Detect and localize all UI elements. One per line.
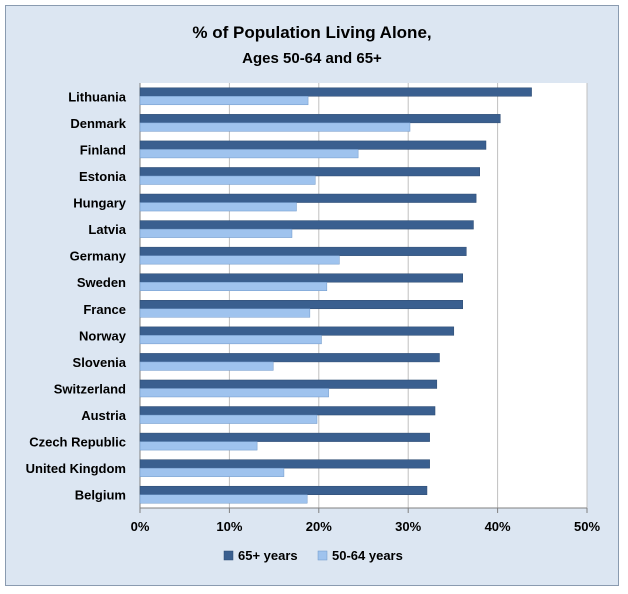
bar bbox=[139, 335, 322, 345]
bar bbox=[139, 414, 318, 424]
legend-label: 65+ years bbox=[238, 548, 298, 563]
category-label: Latvia bbox=[88, 222, 126, 237]
x-tick-label: 40% bbox=[485, 519, 511, 534]
category-label: Belgium bbox=[75, 488, 126, 503]
chart-subtitle: Ages 50-64 and 65+ bbox=[242, 50, 382, 67]
bar bbox=[139, 149, 359, 159]
category-label: Czech Republic bbox=[29, 435, 126, 450]
bar bbox=[139, 255, 340, 265]
category-label: United Kingdom bbox=[26, 461, 126, 476]
bar bbox=[139, 273, 463, 283]
bar bbox=[139, 140, 487, 150]
category-label: Finland bbox=[80, 142, 126, 157]
category-label: Switzerland bbox=[54, 381, 126, 396]
x-tick-label: 20% bbox=[306, 519, 332, 534]
category-label: Hungary bbox=[73, 196, 127, 211]
bar bbox=[139, 361, 274, 371]
category-label: Sweden bbox=[77, 275, 126, 290]
bar bbox=[139, 220, 474, 230]
bar bbox=[139, 300, 463, 310]
x-tick-label: 0% bbox=[131, 519, 150, 534]
bar bbox=[139, 459, 430, 469]
bar bbox=[139, 379, 438, 389]
x-tick-label: 30% bbox=[395, 519, 421, 534]
legend-label: 50-64 years bbox=[332, 548, 403, 563]
x-tick-label: 10% bbox=[216, 519, 242, 534]
category-label: Lithuania bbox=[68, 89, 127, 104]
bar bbox=[139, 353, 440, 363]
bar bbox=[139, 167, 480, 177]
bar bbox=[139, 228, 293, 238]
bar bbox=[139, 193, 477, 203]
bar bbox=[139, 175, 316, 185]
bar bbox=[139, 432, 430, 442]
bar bbox=[139, 485, 428, 495]
category-label: Estonia bbox=[79, 169, 127, 184]
bar bbox=[139, 494, 308, 504]
bar bbox=[139, 281, 328, 291]
bar bbox=[139, 202, 297, 212]
bar bbox=[139, 96, 309, 106]
category-label: Slovenia bbox=[73, 355, 127, 370]
category-label: Germany bbox=[70, 249, 127, 264]
x-tick-label: 50% bbox=[574, 519, 600, 534]
bar bbox=[139, 114, 501, 124]
chart-title: % of Population Living Alone, bbox=[192, 23, 431, 42]
category-label: Denmark bbox=[70, 116, 126, 131]
bar bbox=[139, 122, 411, 132]
bar bbox=[139, 406, 436, 416]
bar bbox=[139, 467, 285, 477]
bar bbox=[139, 308, 311, 318]
category-label: Norway bbox=[79, 328, 127, 343]
legend-swatch bbox=[223, 550, 234, 561]
legend-swatch bbox=[317, 550, 328, 561]
bar bbox=[139, 326, 455, 336]
bar bbox=[139, 388, 329, 398]
category-label: Austria bbox=[81, 408, 127, 423]
bar bbox=[139, 441, 258, 451]
bar bbox=[139, 246, 467, 256]
bar bbox=[139, 87, 532, 97]
category-label: France bbox=[83, 302, 126, 317]
